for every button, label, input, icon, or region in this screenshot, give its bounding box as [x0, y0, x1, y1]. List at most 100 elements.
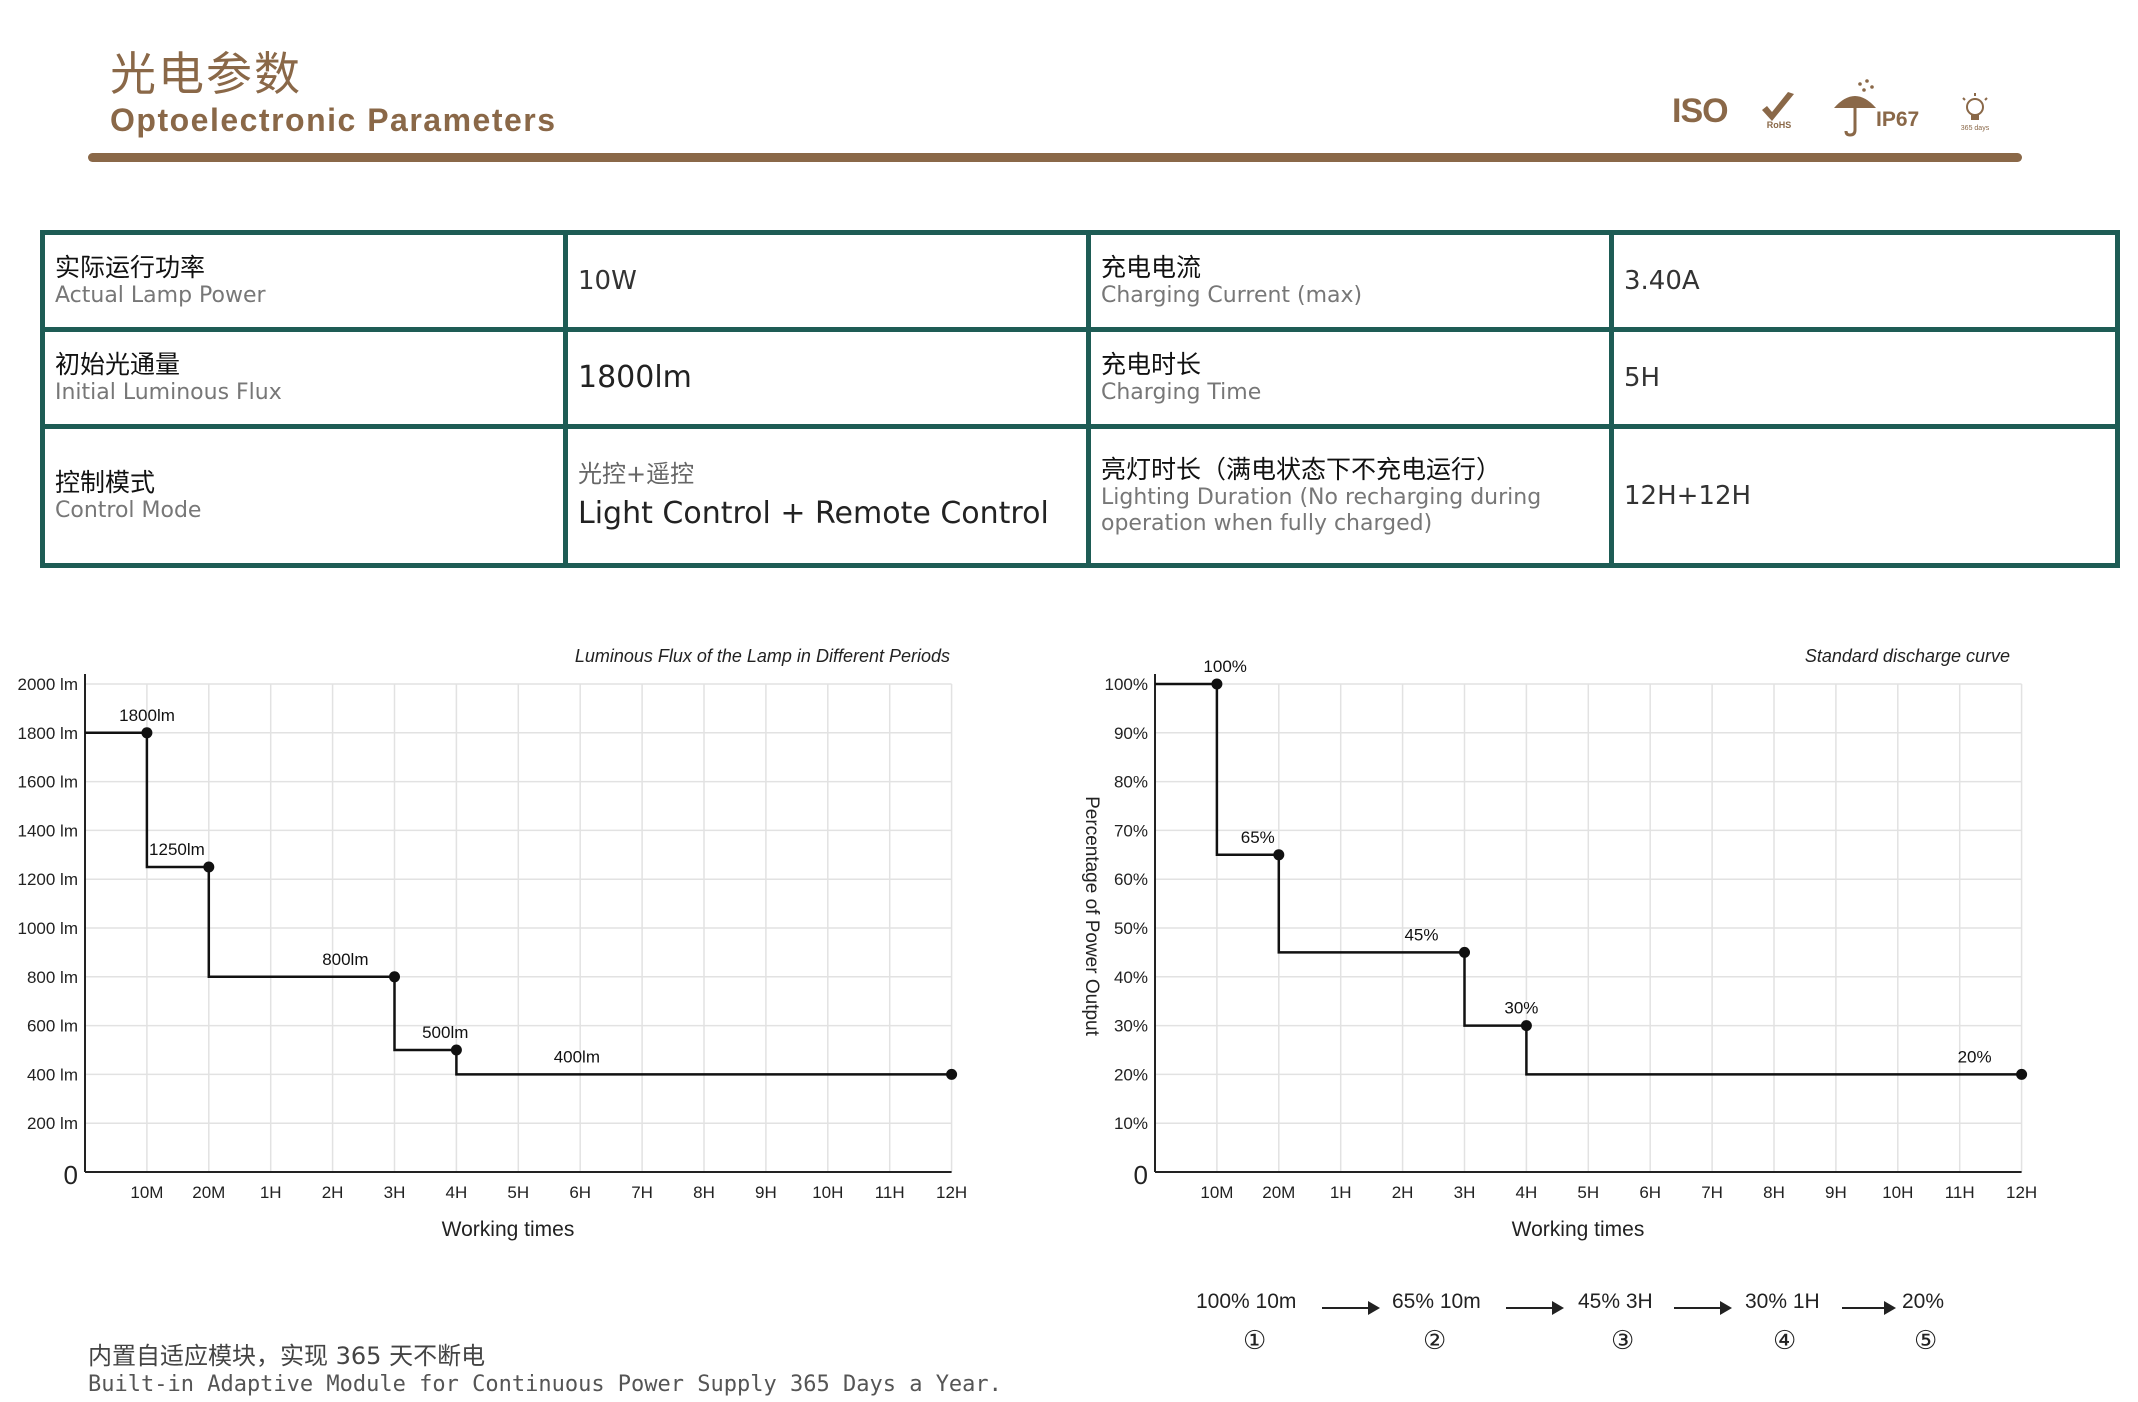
x-tick-label: 12H: [2006, 1183, 2037, 1202]
y-tick-label: 20%: [1114, 1065, 1148, 1084]
data-point: [2016, 1068, 2028, 1080]
y-tick-label: 200 lm: [27, 1114, 78, 1133]
param-value: 3.40A: [1624, 266, 1700, 297]
x-tick-label: 8H: [693, 1183, 715, 1202]
data-label: 1250lm: [149, 840, 205, 859]
sequence-step-5: 20%: [1902, 1290, 1945, 1313]
table-row: 初始光通量 Initial Luminous Flux 1800lm 充电时长 …: [40, 327, 2120, 430]
data-point: [946, 1068, 958, 1080]
x-tick-label: 2H: [322, 1183, 344, 1202]
param-label-cell: 亮灯时长（满电状态下不充电运行） Lighting Duration (No r…: [1086, 424, 1614, 568]
x-tick-label: 7H: [631, 1183, 653, 1202]
x-tick-label: 2H: [1392, 1183, 1414, 1202]
page-title-cn: 光电参数: [110, 47, 302, 101]
y-tick-label: 1000 lm: [18, 919, 78, 938]
ip67-label: IP67: [1876, 108, 1920, 131]
certification-icons: ISO RoHS IP67 365 days: [1672, 78, 2002, 148]
rohs-check-icon: [1762, 92, 1794, 121]
x-tick-label: 12H: [936, 1183, 967, 1202]
sequence-num-5: ⑤: [1914, 1326, 1938, 1356]
sequence-num-3: ③: [1611, 1326, 1635, 1356]
y-tick-label: 30%: [1114, 1017, 1148, 1036]
param-label-cn: 控制模式: [55, 468, 156, 498]
param-label-cn: 充电时长: [1101, 350, 1202, 380]
x-tick-label: 20M: [1262, 1183, 1295, 1202]
param-value: 10W: [578, 266, 637, 297]
x-tick-label: 11H: [875, 1183, 905, 1202]
x-tick-label: 9H: [1825, 1183, 1847, 1202]
param-value-cell: 5H: [1609, 327, 2120, 430]
sequence-step-3: 45% 3H: [1578, 1290, 1653, 1313]
x-axis-title: Working times: [1512, 1218, 1645, 1241]
param-label-en: Charging Current (max): [1101, 283, 1363, 309]
x-tick-label: 3H: [384, 1183, 406, 1202]
header-divider: [88, 153, 2022, 162]
footer-note-en: Built-in Adaptive Module for Continuous …: [88, 1372, 1002, 1397]
data-label: 100%: [1203, 657, 1246, 676]
param-label-en: Lighting Duration (No recharging during …: [1101, 485, 1542, 537]
param-label-cn: 亮灯时长（满电状态下不充电运行）: [1101, 455, 1502, 485]
x-tick-label: 4H: [446, 1183, 468, 1202]
series-line: [85, 731, 952, 1076]
y-tick-label: 400 lm: [27, 1065, 78, 1084]
y-tick-label: 2000 lm: [18, 675, 78, 694]
y-tick-label: 1800 lm: [18, 724, 78, 743]
footer-note-cn: 内置自适应模块，实现 365 天不断电: [88, 1342, 486, 1370]
param-label-cell: 充电电流 Charging Current (max): [1086, 229, 1614, 333]
page-title-en: Optoelectronic Parameters: [110, 102, 557, 138]
sequence-num-2: ②: [1423, 1326, 1447, 1356]
x-tick-label: 7H: [1701, 1183, 1723, 1202]
param-value: 1800lm: [578, 360, 692, 396]
x-tick-label: 1H: [260, 1183, 282, 1202]
x-tick-label: 10M: [130, 1183, 163, 1202]
x-tick-label: 3H: [1454, 1183, 1476, 1202]
chart-title: Luminous Flux of the Lamp in Different P…: [575, 646, 950, 666]
param-value-cell: 光控+遥控 Light Control + Remote Control: [563, 424, 1091, 568]
y-tick-label: 70%: [1114, 821, 1148, 840]
y-tick-label: 50%: [1114, 919, 1148, 938]
x-tick-label: 6H: [569, 1183, 591, 1202]
x-tick-label: 6H: [1639, 1183, 1661, 1202]
chart-title: Standard discharge curve: [1805, 646, 2010, 666]
param-label-en: Charging Time: [1101, 380, 1262, 406]
param-label-cn: 实际运行功率: [55, 253, 206, 283]
param-value-cell: 10W: [563, 229, 1091, 333]
param-label-cell: 初始光通量 Initial Luminous Flux: [40, 327, 568, 430]
param-label-cell: 控制模式 Control Mode: [40, 424, 568, 568]
data-label: 1800lm: [119, 706, 175, 725]
data-point: [141, 727, 153, 739]
table-row: 实际运行功率 Actual Lamp Power 10W 充电电流 Chargi…: [40, 229, 2120, 333]
param-value: Light Control + Remote Control: [578, 496, 1049, 532]
table-row: 控制模式 Control Mode 光控+遥控 Light Control + …: [40, 424, 2120, 568]
param-value: 12H+12H: [1624, 481, 1752, 512]
luminous-flux-chart: 0 200 lm 400 lm 600 lm 800 lm 1000 lm 1200 lm 1…: [18, 646, 968, 1241]
sequence-arrow: [1506, 1301, 1564, 1315]
sequence-step-1: 100% 10m: [1196, 1290, 1297, 1313]
data-point: [203, 861, 215, 873]
y-tick-label: 600 lm: [27, 1017, 78, 1036]
data-label: 45%: [1404, 925, 1438, 944]
sequence-num-1: ①: [1243, 1326, 1267, 1356]
param-value-cell: 1800lm: [563, 327, 1091, 430]
y-tick-label: 1400 lm: [18, 821, 78, 840]
data-label: 800lm: [322, 950, 368, 969]
y-tick-label: 0: [64, 1160, 78, 1190]
y-tick-label: 1600 lm: [18, 773, 78, 792]
sequence-step-4: 30% 1H: [1745, 1290, 1820, 1313]
data-point: [389, 971, 400, 983]
x-tick-label: 10H: [1882, 1183, 1913, 1202]
bulb-365-icon: 365 days: [1961, 93, 1990, 132]
x-tick-label: 9H: [755, 1183, 777, 1202]
y-tick-label: 90%: [1114, 724, 1148, 743]
data-point: [450, 1044, 462, 1056]
x-tick-label: 5H: [507, 1183, 529, 1202]
x-tick-label: 1H: [1330, 1183, 1352, 1202]
x-axis-title: Working times: [442, 1218, 575, 1241]
y-tick-label: 0: [1134, 1160, 1148, 1190]
data-label: 65%: [1241, 828, 1275, 847]
param-label-en: Initial Luminous Flux: [55, 380, 282, 406]
data-label: 500lm: [422, 1023, 468, 1042]
y-tick-label: 100%: [1105, 675, 1148, 694]
param-label-cell: 实际运行功率 Actual Lamp Power: [40, 229, 568, 333]
y-tick-label: 800 lm: [27, 968, 78, 987]
